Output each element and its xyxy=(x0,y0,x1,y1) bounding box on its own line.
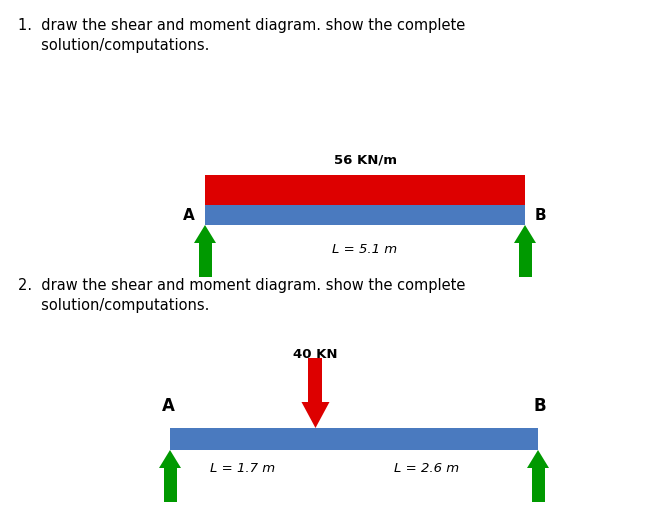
Bar xyxy=(531,468,544,502)
Text: B: B xyxy=(535,207,546,223)
Polygon shape xyxy=(527,450,549,468)
Text: A: A xyxy=(161,397,174,415)
Bar xyxy=(205,205,525,225)
Text: 56 KN/m: 56 KN/m xyxy=(333,153,396,167)
Text: 40 KN: 40 KN xyxy=(293,348,338,361)
Polygon shape xyxy=(302,402,329,428)
Text: L = 1.7 m: L = 1.7 m xyxy=(210,462,276,475)
Bar xyxy=(518,243,531,277)
Text: B: B xyxy=(534,397,546,415)
Polygon shape xyxy=(514,225,536,243)
Text: solution/computations.: solution/computations. xyxy=(18,298,209,313)
Polygon shape xyxy=(194,225,216,243)
Text: A: A xyxy=(183,207,195,223)
Text: solution/computations.: solution/computations. xyxy=(18,38,209,53)
Text: L = 5.1 m: L = 5.1 m xyxy=(333,243,398,256)
Text: 1.  draw the shear and moment diagram. show the complete: 1. draw the shear and moment diagram. sh… xyxy=(18,18,465,33)
Bar xyxy=(163,468,176,502)
Bar xyxy=(170,428,538,450)
Bar xyxy=(199,243,211,277)
Polygon shape xyxy=(159,450,181,468)
Bar xyxy=(308,358,323,402)
Text: 2.  draw the shear and moment diagram. show the complete: 2. draw the shear and moment diagram. sh… xyxy=(18,278,465,293)
Bar xyxy=(205,175,525,205)
Text: L = 2.6 m: L = 2.6 m xyxy=(394,462,459,475)
